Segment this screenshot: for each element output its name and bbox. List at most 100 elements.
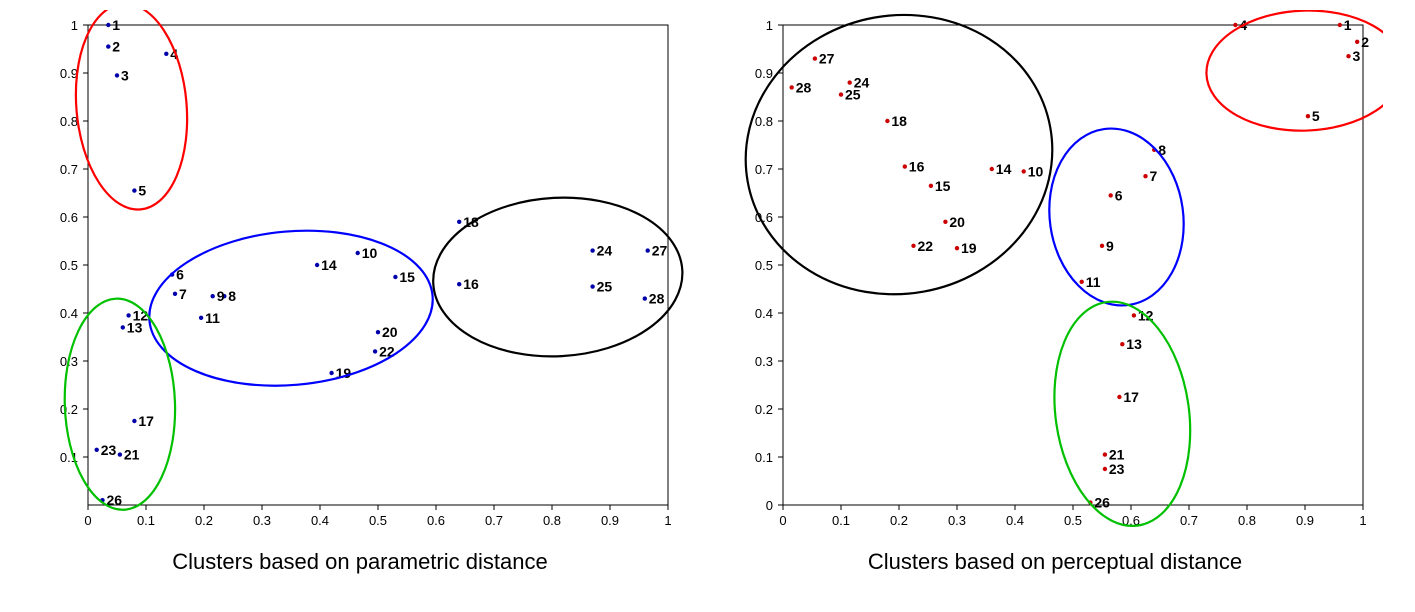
- data-point-label: 25: [845, 87, 861, 103]
- data-point: [457, 220, 461, 224]
- data-point-label: 7: [1149, 168, 1157, 184]
- data-point-label: 11: [205, 310, 220, 326]
- x-tick-label: 0.5: [1063, 513, 1081, 528]
- data-point-label: 1: [112, 17, 120, 33]
- data-point: [375, 330, 379, 334]
- y-tick-label: 0.5: [59, 258, 77, 273]
- data-point: [911, 244, 915, 248]
- data-point: [120, 325, 124, 329]
- x-tick-label: 0.8: [1237, 513, 1255, 528]
- cluster-ellipse: [728, 10, 1075, 318]
- data-point-label: 18: [891, 113, 907, 129]
- x-tick-label: 0.3: [252, 513, 270, 528]
- left-panel: 00.10.20.30.40.50.60.70.80.910.10.20.30.…: [33, 10, 688, 575]
- cluster-ellipse: [142, 219, 439, 397]
- data-point-label: 9: [1106, 238, 1114, 254]
- data-point: [132, 188, 136, 192]
- data-point: [198, 316, 202, 320]
- data-point-label: 1: [1343, 17, 1351, 33]
- x-tick-label: 1: [664, 513, 671, 528]
- data-point-label: 28: [795, 79, 811, 95]
- x-tick-label: 0.2: [889, 513, 907, 528]
- data-point: [1021, 169, 1025, 173]
- data-point: [1346, 54, 1350, 58]
- x-tick-label: 0.5: [368, 513, 386, 528]
- data-point-label: 27: [818, 51, 834, 67]
- y-tick-label: 0.7: [59, 162, 77, 177]
- x-tick-label: 0.4: [1005, 513, 1023, 528]
- data-point: [847, 80, 851, 84]
- data-point-label: 11: [1085, 274, 1100, 290]
- data-point: [590, 284, 594, 288]
- data-point: [372, 349, 376, 353]
- x-tick-label: 0: [779, 513, 786, 528]
- data-point: [645, 248, 649, 252]
- data-point: [642, 296, 646, 300]
- data-point: [210, 294, 214, 298]
- y-tick-label: 0.6: [59, 210, 77, 225]
- data-point-label: 3: [121, 67, 129, 83]
- y-tick-label: 0.3: [754, 354, 772, 369]
- y-tick-label: 1: [70, 18, 77, 33]
- x-tick-label: 0.4: [310, 513, 328, 528]
- data-point-label: 20: [382, 324, 398, 340]
- cluster-ellipse: [61, 297, 179, 512]
- data-point-label: 14: [995, 161, 1011, 177]
- y-tick-label: 0: [765, 498, 772, 513]
- data-point-label: 16: [463, 276, 479, 292]
- x-tick-label: 0.6: [426, 513, 444, 528]
- data-point: [94, 448, 98, 452]
- data-point-label: 9: [216, 288, 224, 304]
- data-point: [1102, 452, 1106, 456]
- data-point-label: 23: [100, 442, 116, 458]
- data-point-label: 5: [1311, 108, 1319, 124]
- y-tick-label: 0.8: [754, 114, 772, 129]
- data-point: [457, 282, 461, 286]
- data-point: [393, 275, 397, 279]
- data-point-label: 15: [934, 178, 950, 194]
- data-point: [314, 263, 318, 267]
- x-tick-label: 0.7: [484, 513, 502, 528]
- x-tick-label: 0.1: [136, 513, 154, 528]
- data-point-label: 13: [126, 319, 142, 335]
- data-point-label: 19: [961, 240, 977, 256]
- x-tick-label: 0.3: [947, 513, 965, 528]
- data-point-label: 22: [917, 238, 933, 254]
- data-point: [1117, 395, 1121, 399]
- data-point: [114, 73, 118, 77]
- right-chart: 00.10.20.30.40.50.60.70.80.9100.10.20.30…: [728, 10, 1383, 545]
- data-point-label: 13: [1126, 336, 1142, 352]
- data-point-label: 23: [1108, 461, 1124, 477]
- y-tick-label: 0.4: [59, 306, 77, 321]
- data-point: [590, 248, 594, 252]
- data-point-label: 16: [908, 159, 924, 175]
- data-point-label: 26: [1094, 495, 1110, 511]
- data-point-label: 10: [1027, 163, 1043, 179]
- data-point-label: 24: [596, 243, 612, 259]
- data-point: [902, 164, 906, 168]
- data-point-label: 3: [1352, 48, 1360, 64]
- data-point-label: 7: [179, 286, 187, 302]
- data-point-label: 21: [123, 447, 139, 463]
- data-point: [117, 452, 121, 456]
- data-point-label: 22: [379, 343, 395, 359]
- data-point-label: 14: [321, 257, 337, 273]
- data-point: [928, 184, 932, 188]
- data-point-label: 15: [399, 269, 415, 285]
- data-point: [812, 56, 816, 60]
- data-point: [1131, 313, 1135, 317]
- data-point: [329, 371, 333, 375]
- data-point: [355, 251, 359, 255]
- right-panel: 00.10.20.30.40.50.60.70.80.9100.10.20.30…: [728, 10, 1383, 575]
- y-tick-label: 0.9: [754, 66, 772, 81]
- data-point-label: 27: [651, 243, 667, 259]
- data-point: [1337, 23, 1341, 27]
- data-point: [1143, 174, 1147, 178]
- cluster-ellipse: [1204, 10, 1383, 134]
- y-tick-label: 0.5: [754, 258, 772, 273]
- data-point: [885, 119, 889, 123]
- x-tick-label: 0: [84, 513, 91, 528]
- data-point-label: 17: [1123, 389, 1139, 405]
- left-chart: 00.10.20.30.40.50.60.70.80.910.10.20.30.…: [33, 10, 688, 545]
- y-tick-label: 0.2: [59, 402, 77, 417]
